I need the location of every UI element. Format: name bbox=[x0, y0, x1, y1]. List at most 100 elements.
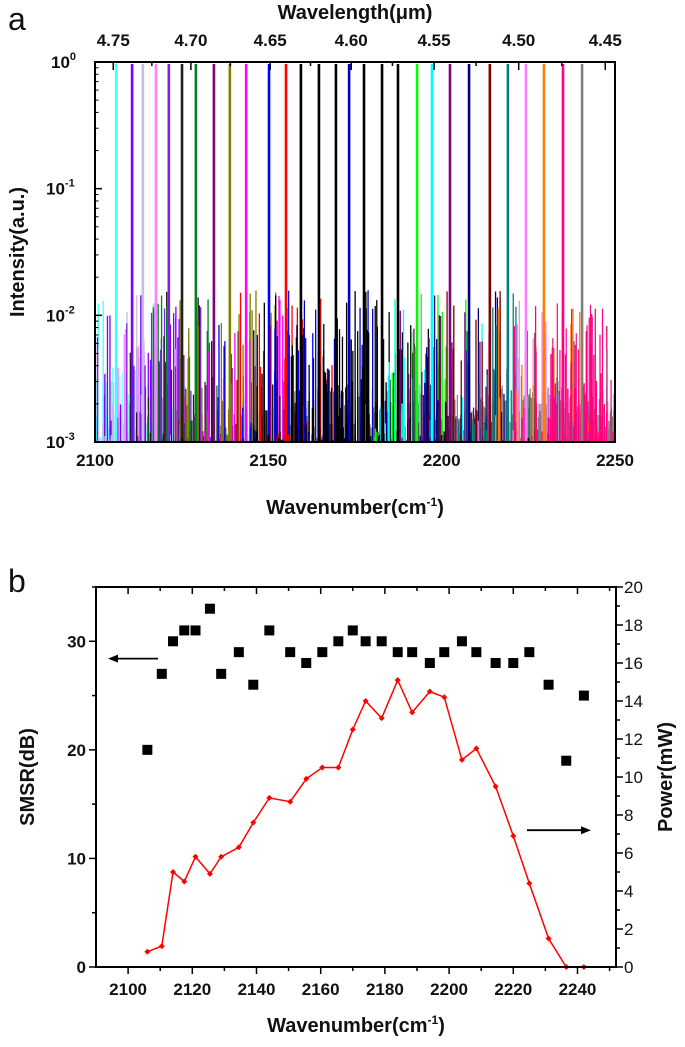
power-point bbox=[526, 880, 533, 887]
y-right-tick-label: 2 bbox=[624, 920, 633, 939]
power-point bbox=[492, 783, 499, 790]
power-point bbox=[206, 870, 213, 877]
power-point bbox=[378, 715, 385, 722]
arrow-head-left-icon bbox=[108, 654, 118, 663]
y-right-tick-label: 6 bbox=[624, 844, 633, 863]
smsr-point bbox=[264, 625, 275, 636]
y-right-tick-label: 0 bbox=[624, 958, 633, 977]
y-right-tick-label: 16 bbox=[624, 654, 643, 673]
smsr-point bbox=[317, 647, 328, 658]
x-tick-label: 2250 bbox=[596, 451, 634, 470]
arrow-head-right-icon bbox=[581, 826, 591, 835]
y-tick-base: 10 bbox=[46, 433, 65, 452]
power-point bbox=[510, 832, 517, 839]
y-right-tick-label: 8 bbox=[624, 806, 633, 825]
power-point bbox=[409, 709, 416, 716]
y-right-tick-label: 18 bbox=[624, 616, 643, 635]
axes-a: 2100 2150 2200 2250 4.75 4.70 4.65 4.60 4.55 4.50… bbox=[46, 31, 634, 470]
power-point bbox=[192, 853, 199, 860]
x2-tick-label: 4.75 bbox=[97, 31, 130, 50]
x-tick-label: 2100 bbox=[76, 451, 114, 470]
power-line bbox=[147, 678, 584, 968]
x-tick-label: 2240 bbox=[559, 980, 597, 999]
power-point bbox=[144, 948, 151, 955]
x2-tick-label: 4.60 bbox=[335, 31, 368, 50]
smsr-point bbox=[578, 690, 589, 701]
x2-tick-label: 4.50 bbox=[502, 31, 535, 50]
smsr-point bbox=[456, 636, 467, 647]
x-tick-label: 2200 bbox=[423, 451, 461, 470]
x-axis-title-b: Wavenumber(cm-1) bbox=[267, 1013, 445, 1037]
power-point bbox=[545, 935, 552, 942]
spectral-peaks bbox=[114, 64, 584, 442]
plot-b-marks bbox=[108, 603, 591, 970]
smsr-point bbox=[376, 636, 387, 647]
smsr-point bbox=[168, 636, 179, 647]
y-tick-base: 10 bbox=[51, 53, 70, 72]
y-left-tick-label: 10 bbox=[67, 849, 86, 868]
x-tick-label: 2140 bbox=[238, 980, 276, 999]
smsr-point bbox=[248, 679, 259, 690]
power-point bbox=[235, 844, 242, 851]
panel-b: b 2100 2120 2140 2160 2180 2200 2220 2240010203… bbox=[8, 563, 677, 1037]
power-point bbox=[394, 677, 401, 684]
smsr-point bbox=[524, 647, 535, 658]
smsr-point bbox=[561, 755, 572, 766]
smsr-point bbox=[179, 625, 190, 636]
y-tick-exponent: 0 bbox=[70, 51, 76, 63]
y-axis-title-right-b: Power(mW) bbox=[655, 722, 677, 832]
x-tick-label: 2150 bbox=[249, 451, 287, 470]
x2-tick-label: 4.45 bbox=[589, 31, 622, 50]
smsr-point bbox=[392, 647, 403, 658]
power-point bbox=[473, 745, 480, 752]
y-tick-label: 10-1 bbox=[46, 178, 75, 199]
y-tick-exponent: -2 bbox=[65, 304, 75, 316]
power-point bbox=[181, 878, 188, 885]
y-right-tick-label: 14 bbox=[624, 692, 643, 711]
x2-tick-label: 4.65 bbox=[254, 31, 287, 50]
panel-label-a: a bbox=[8, 1, 26, 37]
power-point bbox=[319, 764, 326, 771]
y-tick-exponent: -1 bbox=[65, 178, 75, 190]
x-axis-title-a: Wavenumber(cm-1) bbox=[266, 495, 444, 519]
y-axis-title-left-b: SMSR(dB) bbox=[17, 728, 39, 826]
smsr-point bbox=[156, 668, 167, 679]
smsr-point bbox=[190, 625, 201, 636]
y-tick-base: 10 bbox=[46, 306, 65, 325]
x-tick-label: 2120 bbox=[173, 980, 211, 999]
power-point bbox=[158, 943, 165, 950]
smsr-point bbox=[216, 668, 227, 679]
smsr-point bbox=[439, 647, 450, 658]
noise-floor bbox=[95, 290, 616, 442]
y-right-tick-label: 10 bbox=[624, 768, 643, 787]
smsr-point bbox=[301, 658, 312, 668]
top-axis-title: Wavelength(μm) bbox=[278, 2, 433, 24]
power-point bbox=[250, 819, 257, 826]
power-point bbox=[349, 726, 356, 733]
smsr-point bbox=[204, 603, 215, 614]
y-right-tick-label: 4 bbox=[624, 882, 633, 901]
smsr-point bbox=[142, 744, 153, 755]
axes-b: 2100 2120 2140 2160 2180 2200 2220 2240 0 10 20 30 0… bbox=[67, 578, 643, 999]
power-point bbox=[426, 688, 433, 695]
x-tick-label: 2100 bbox=[109, 980, 147, 999]
y-left-tick-label: 20 bbox=[67, 741, 86, 760]
smsr-point bbox=[508, 658, 519, 668]
power-point bbox=[218, 853, 225, 860]
x2-tick-label: 4.55 bbox=[418, 31, 451, 50]
smsr-point bbox=[233, 647, 244, 658]
power-point bbox=[441, 694, 448, 701]
y-tick-label: 10-2 bbox=[46, 304, 75, 325]
x2-tick-label: 4.70 bbox=[174, 31, 207, 50]
power-point bbox=[303, 775, 310, 782]
smsr-point bbox=[543, 679, 554, 690]
power-point bbox=[266, 794, 273, 801]
y-left-tick-label: 30 bbox=[67, 632, 86, 651]
panel-label-b: b bbox=[8, 563, 26, 599]
power-point bbox=[287, 798, 294, 805]
y-axis-title-a: Intensity(a.u.) bbox=[7, 187, 29, 317]
smsr-point bbox=[490, 658, 501, 668]
smsr-point bbox=[333, 636, 344, 647]
power-point bbox=[458, 756, 465, 763]
